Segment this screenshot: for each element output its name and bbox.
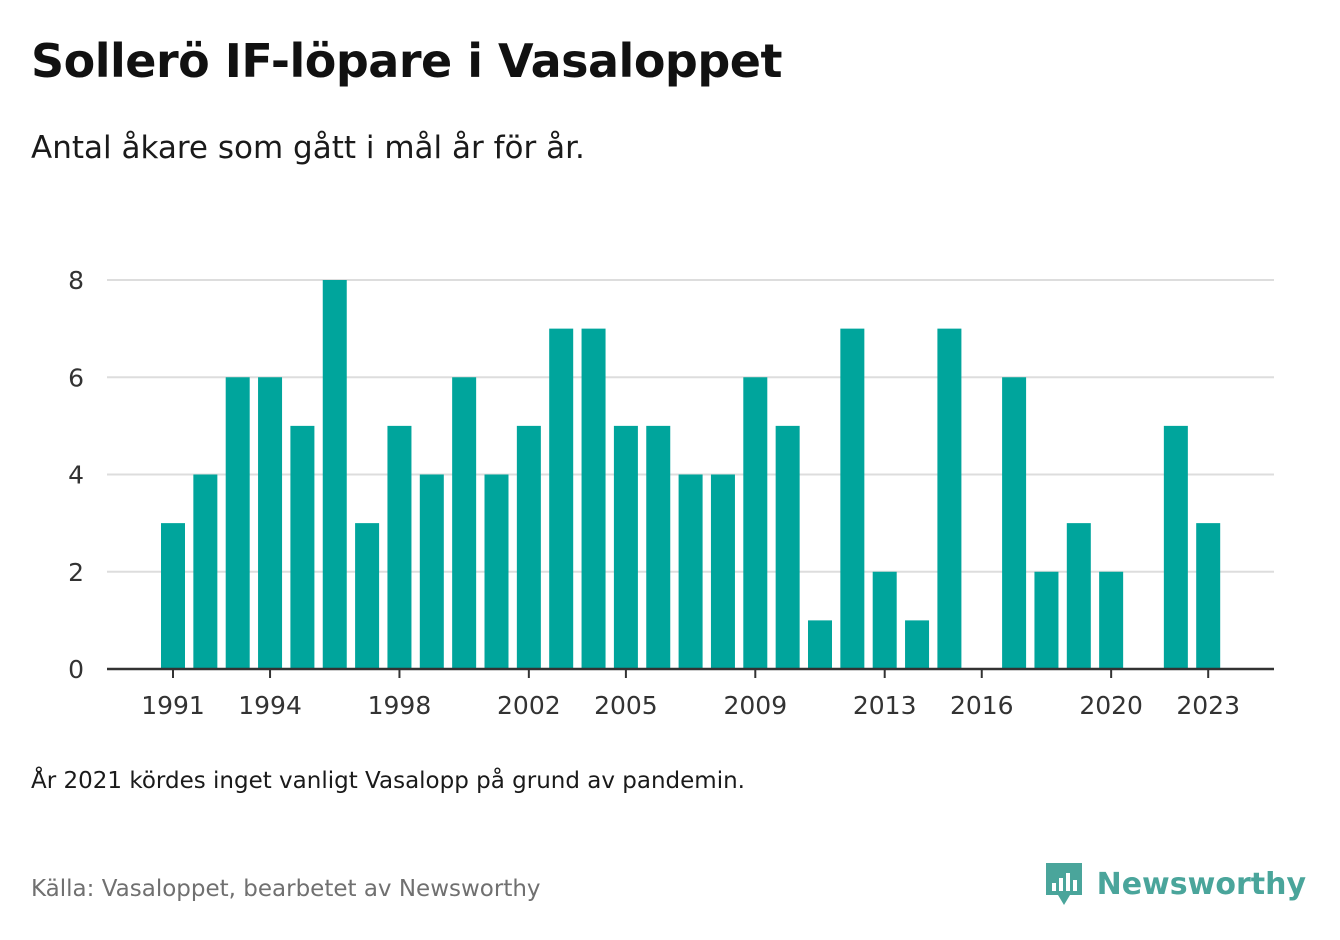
bar-2012: [840, 328, 865, 669]
bar-2023: [1196, 523, 1221, 669]
x-tick-label: 2005: [594, 691, 658, 720]
y-tick-label: 0: [68, 655, 84, 684]
newsworthy-logo-icon: [1045, 863, 1082, 905]
chart-title: Sollerö IF-löpare i Vasaloppet: [31, 34, 782, 88]
bar-1998: [387, 425, 412, 669]
bar-2000: [452, 377, 477, 669]
bar-2019: [1066, 523, 1091, 669]
bar-chart: 0 2 4 6 8 1991 1994 1998 2002 2005 2009 2013 2016 202…: [68, 266, 1274, 720]
axes: 0 2 4 6 8 1991 1994 1998 2002 2005 2009 2013 2016 202…: [68, 266, 1274, 720]
chart-note: År 2021 kördes inget vanligt Vasalopp på…: [31, 768, 745, 794]
x-tick-label: 1998: [368, 691, 432, 720]
x-tick-label: 2009: [723, 691, 787, 720]
source-text: Källa: Vasaloppet, bearbetet av Newswort…: [31, 876, 541, 902]
bar-1991: [161, 523, 185, 669]
bar-2001: [484, 474, 509, 669]
bars: [161, 280, 1221, 669]
bar-2018: [1034, 571, 1059, 669]
chart-subtitle: Antal åkare som gått i mål år för år.: [31, 130, 585, 166]
bar-2013: [872, 571, 897, 669]
bar-2005: [613, 425, 638, 669]
y-tick-label: 8: [68, 266, 84, 295]
bar-1994: [258, 377, 283, 669]
bar-1993: [225, 377, 250, 669]
x-tick-label: 1994: [238, 691, 302, 720]
bar-2003: [549, 328, 574, 669]
bar-2007: [678, 474, 703, 669]
y-tick-label: 6: [68, 363, 84, 392]
bar-2022: [1163, 425, 1188, 669]
bar-2015: [937, 328, 962, 669]
bar-2010: [775, 425, 800, 669]
bar-1999: [419, 474, 444, 669]
x-tick-label: 2016: [950, 691, 1014, 720]
bar-2014: [905, 620, 930, 669]
x-tick-label: 2013: [853, 691, 917, 720]
bar-2009: [743, 377, 768, 669]
x-tick-label: 2002: [497, 691, 561, 720]
bar-2017: [1002, 377, 1027, 669]
bar-1995: [290, 425, 315, 669]
bar-2008: [710, 474, 735, 669]
y-tick-label: 4: [68, 461, 84, 490]
x-tick-label: 2020: [1079, 691, 1143, 720]
bar-1992: [193, 474, 218, 669]
x-tick-label: 1991: [141, 691, 205, 720]
bar-1996: [322, 280, 347, 669]
x-tick-label: 2023: [1176, 691, 1240, 720]
brand-logo: Newsworthy: [1043, 860, 1306, 908]
bar-2020: [1099, 571, 1124, 669]
bar-2006: [646, 425, 671, 669]
bar-2002: [516, 425, 541, 669]
bar-2004: [581, 328, 606, 669]
brand-name: Newsworthy: [1096, 866, 1306, 902]
y-tick-label: 2: [68, 558, 84, 587]
bar-2011: [808, 620, 832, 669]
bar-1997: [355, 523, 380, 669]
